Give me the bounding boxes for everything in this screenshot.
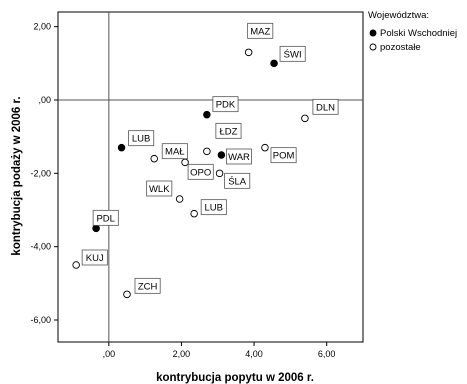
- point-label-text: MAŁ: [165, 147, 185, 158]
- data-point-pdk: [203, 110, 211, 119]
- point-label-opo: OPO: [187, 163, 214, 180]
- y-axis-ticks: 2,00 ,00 -2,00 -4,00 -6,00: [30, 22, 58, 325]
- point-label-wlk: WLK: [146, 180, 173, 197]
- point-label-pdk: PDK: [212, 96, 239, 113]
- point-label-text: WAR: [228, 152, 250, 163]
- legend-marker-pozostale: [369, 43, 377, 51]
- point-label-text: PDL: [96, 213, 114, 224]
- point-label-box: [225, 148, 252, 165]
- point-label-box: [312, 98, 339, 115]
- point-label-text: WLK: [149, 184, 170, 195]
- point-label-box: [134, 277, 161, 294]
- data-point-pom: [261, 143, 269, 152]
- plot-frame: [57, 11, 364, 343]
- x-tick-label: 6,00: [318, 349, 336, 359]
- point-label-dln: DLN: [312, 98, 339, 115]
- point-label-box: [247, 22, 274, 39]
- point-label-text: PDK: [216, 100, 236, 111]
- point-label-box: [224, 172, 251, 189]
- point-label-text: POM: [273, 151, 295, 162]
- legend-entries: Polski Wschodniej pozostałe: [369, 28, 457, 53]
- point-label-text: ZCH: [138, 281, 158, 292]
- point-label-box: [92, 209, 119, 226]
- y-tick-label: ,00: [38, 95, 51, 105]
- data-points: [72, 48, 309, 299]
- data-point-zch: [123, 290, 131, 299]
- y-tick-label: -6,00: [30, 315, 51, 325]
- reference-lines: [58, 12, 363, 342]
- data-point-ldz: [203, 147, 211, 156]
- data-point-wlk: [175, 195, 184, 203]
- point-label-text: LUB: [132, 134, 150, 145]
- point-label-text: MAZ: [250, 26, 270, 37]
- data-point-maz: [244, 48, 253, 57]
- point-label-box: [215, 122, 242, 139]
- point-label-lub: LUB: [200, 199, 227, 216]
- point-labels: ŚWI PDK LUB WAR PDL MAZ DLN ŁDZ POM MAŁ OPO ŚLA WLK L…: [81, 22, 339, 294]
- x-tick-label: 4,00: [245, 349, 263, 359]
- data-point-mal: [150, 154, 158, 163]
- point-label-text: DLN: [316, 102, 335, 113]
- x-axis-ticks: ,00 2,00 4,00 6,00: [103, 342, 336, 359]
- point-label-maz: MAZ: [247, 22, 274, 39]
- point-label-swi: ŚWI: [279, 45, 306, 62]
- point-label-war: WAR: [225, 148, 252, 165]
- point-label-text: ŚWI: [284, 48, 302, 60]
- y-tick-label: -2,00: [30, 168, 51, 178]
- plot-area-border: [57, 11, 364, 343]
- point-label-text: LUB: [205, 203, 223, 214]
- data-point-opo: [181, 158, 189, 167]
- legend-title: Województwa:: [368, 10, 429, 21]
- point-label-box: [279, 45, 306, 62]
- point-label-lub: LUB: [128, 130, 155, 147]
- point-label-text: ŁDZ: [219, 126, 237, 137]
- point-label-box: [212, 96, 239, 113]
- point-label-box: [146, 180, 173, 197]
- data-point-swi: [270, 59, 278, 68]
- point-label-pom: POM: [270, 147, 297, 164]
- point-label-box: [187, 163, 214, 180]
- data-point-war: [217, 151, 226, 159]
- point-label-box: [200, 199, 227, 216]
- point-label-text: OPO: [190, 167, 211, 178]
- point-label-box: [128, 130, 155, 147]
- legend: Województwa: Polski Wschodniej pozostałe: [368, 10, 457, 53]
- point-label-ldz: ŁDZ: [215, 122, 242, 139]
- data-point-dln: [301, 114, 309, 123]
- data-point-sla: [215, 169, 224, 178]
- x-tick-label: ,00: [103, 349, 116, 359]
- point-label-kuj: KUJ: [81, 249, 108, 266]
- point-label-box: [81, 249, 108, 266]
- point-label-zch: ZCH: [134, 277, 161, 294]
- legend-label-pozostale: pozostałe: [380, 42, 421, 53]
- point-label-mal: MAŁ: [161, 143, 188, 160]
- point-label-box: [161, 143, 188, 160]
- y-tick-label: 2,00: [33, 22, 51, 32]
- legend-marker-polski-wschodniej: [369, 29, 377, 37]
- y-tick-label: -4,00: [30, 242, 51, 252]
- data-point-lub: [117, 143, 126, 152]
- point-label-text: KUJ: [86, 253, 104, 264]
- data-point-pdl: [92, 224, 100, 233]
- data-point-kuj: [72, 261, 80, 269]
- point-label-box: [270, 147, 297, 164]
- x-tick-label: 2,00: [173, 349, 191, 359]
- legend-label-polski-wschodniej: Polski Wschodniej: [380, 28, 457, 39]
- point-label-sla: ŚLA: [224, 172, 251, 189]
- x-axis-title: kontrybucja popytu w 2006 r.: [156, 372, 314, 384]
- point-label-pdl: PDL: [92, 209, 119, 226]
- point-label-text: ŚLA: [228, 175, 247, 187]
- data-point-lub: [190, 209, 198, 218]
- y-axis-title: kontrybucja podaży w 2006 r.: [11, 96, 23, 255]
